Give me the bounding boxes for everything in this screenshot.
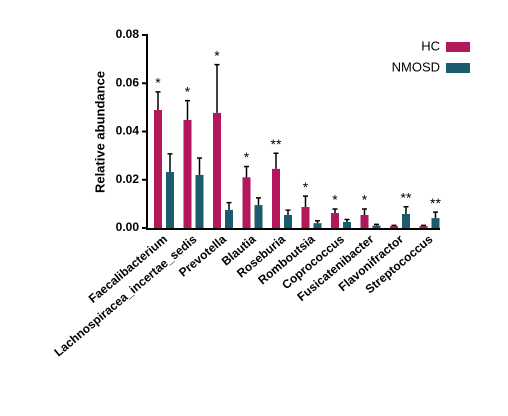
bar: [195, 174, 204, 228]
significance-label: **: [430, 195, 441, 211]
error-bar: [185, 99, 190, 120]
bar: [183, 119, 192, 228]
bar: [254, 205, 263, 228]
bar: [213, 112, 221, 228]
y-tick-label: 0.00: [116, 220, 140, 234]
significance-label: *: [332, 192, 338, 208]
bar: [360, 214, 369, 228]
bar: [343, 221, 351, 228]
error-bar: [155, 91, 161, 111]
error-bar: [167, 153, 173, 173]
bar: [154, 110, 162, 228]
bar: [225, 209, 233, 228]
bar: [301, 207, 310, 228]
error-bar: [285, 209, 291, 215]
bar: [431, 218, 440, 228]
bar: [242, 177, 251, 228]
significance-label: **: [271, 136, 282, 152]
significance-label: *: [362, 192, 368, 208]
error-bar: [362, 208, 367, 215]
bar: [419, 226, 428, 228]
error-bar: [256, 197, 261, 206]
x-tick-label: Lachnospiracea_incertae_sedis: [51, 232, 199, 360]
y-axis-label: Relative abundance: [92, 71, 107, 193]
y-tick-label: 0.02: [116, 172, 140, 186]
legend-swatch: [446, 42, 470, 52]
error-bar: [214, 63, 220, 113]
significance-label: *: [185, 83, 191, 99]
bar: [372, 225, 381, 228]
error-bar: [403, 206, 409, 215]
error-bar: [315, 220, 320, 224]
error-bar: [303, 195, 308, 208]
significance-label: **: [401, 189, 412, 205]
error-bar: [421, 224, 426, 227]
significance-label: *: [214, 47, 220, 63]
legend-swatch: [446, 63, 470, 73]
y-tick-label: 0.04: [116, 124, 140, 138]
significance-label: *: [244, 149, 250, 165]
error-bar: [391, 224, 397, 227]
error-bar: [226, 201, 232, 210]
bar: [402, 214, 410, 228]
bar: [272, 168, 280, 228]
error-bar: [332, 208, 338, 214]
bar: [331, 213, 339, 228]
error-bar: [344, 218, 350, 222]
error-bar: [197, 157, 202, 175]
legend-label: HC: [421, 38, 440, 53]
bar: [390, 226, 398, 228]
y-tick-label: 0.06: [116, 75, 140, 89]
significance-label: *: [303, 179, 309, 195]
bar: [313, 223, 322, 228]
error-bar: [244, 165, 249, 178]
legend-label: NMOSD: [392, 59, 440, 74]
error-bar: [273, 152, 279, 169]
y-tick-label: 0.08: [116, 27, 140, 41]
error-bar: [374, 223, 379, 226]
bar: [166, 172, 174, 228]
bar: [284, 214, 292, 228]
significance-label: *: [155, 75, 161, 91]
error-bar: [433, 211, 438, 219]
